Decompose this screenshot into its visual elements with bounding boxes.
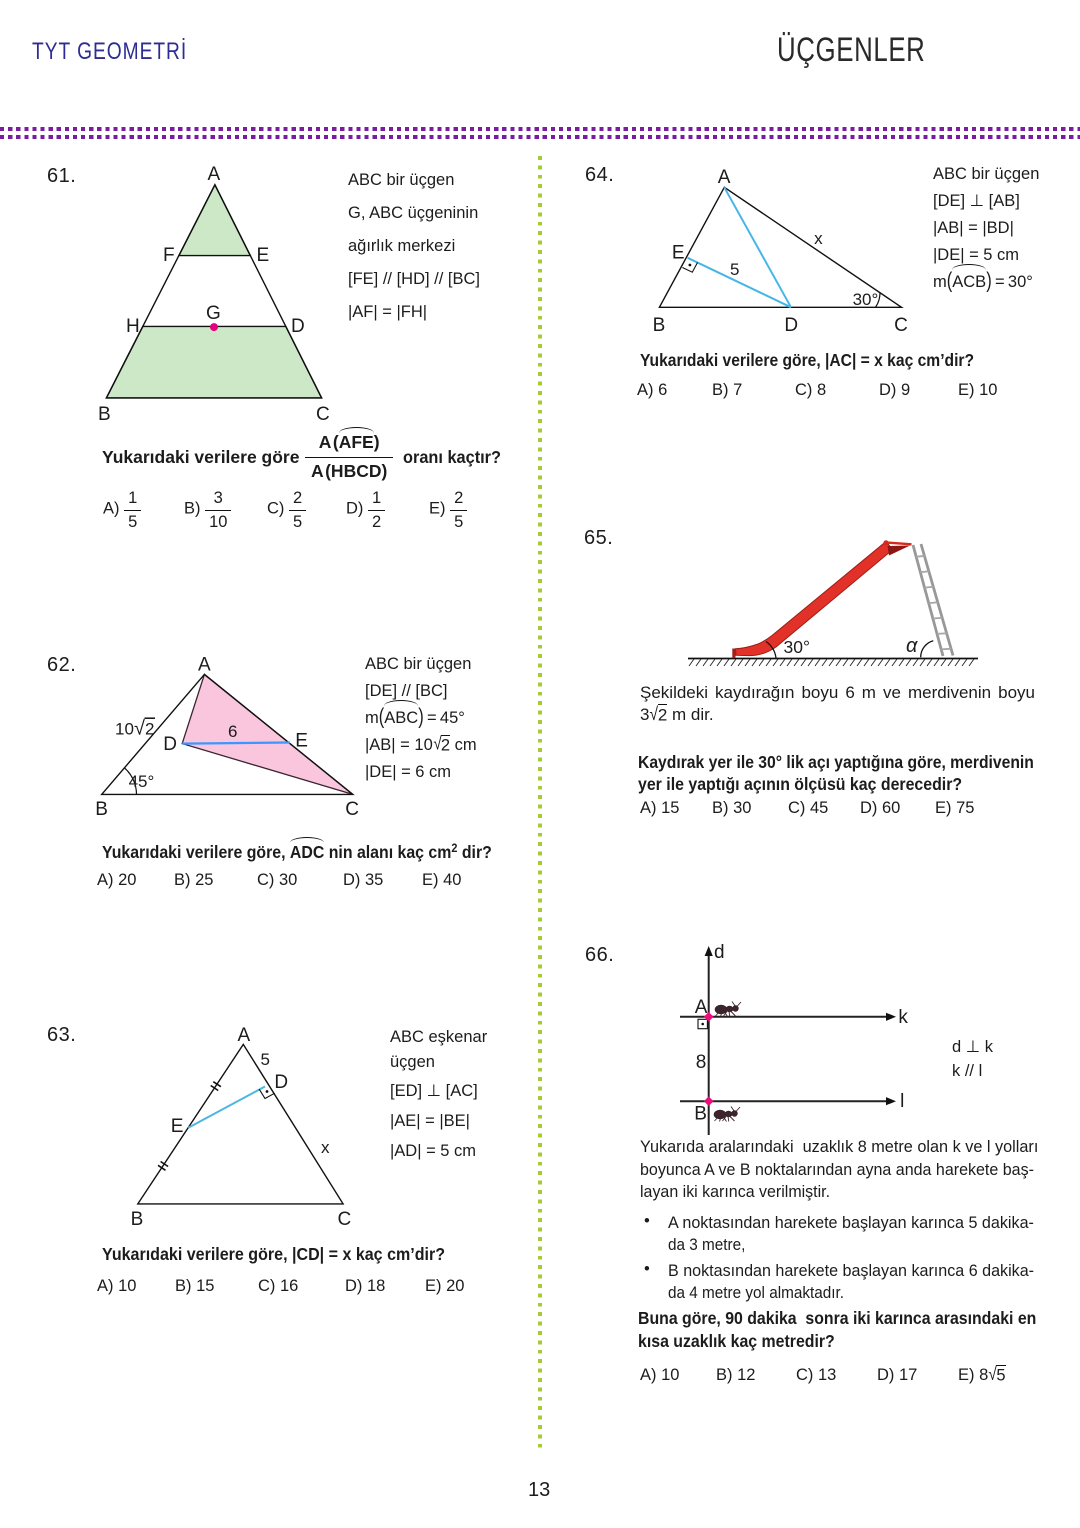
svg-text:E: E — [672, 243, 685, 264]
svg-text:45°: 45° — [129, 772, 155, 791]
svg-text:C: C — [316, 404, 330, 425]
svg-text:F: F — [163, 245, 175, 266]
svg-text:5: 5 — [261, 1050, 270, 1069]
svg-text:x: x — [321, 1138, 330, 1157]
svg-text:C: C — [345, 799, 359, 820]
svg-text:B: B — [95, 799, 108, 820]
svg-text:A: A — [718, 167, 731, 188]
svg-text:B: B — [98, 404, 111, 425]
svg-text:B: B — [653, 315, 666, 336]
svg-text:A: A — [198, 655, 211, 676]
svg-text:√: √ — [134, 717, 145, 739]
svg-text:D: D — [274, 1072, 288, 1093]
svg-text:8: 8 — [696, 1052, 707, 1073]
svg-text:d: d — [714, 942, 725, 963]
svg-text:H: H — [126, 316, 140, 337]
svg-text:B: B — [131, 1209, 144, 1230]
svg-text:B: B — [694, 1104, 707, 1125]
svg-text:D: D — [163, 734, 177, 755]
svg-text:E: E — [295, 731, 308, 752]
svg-text:G: G — [206, 303, 221, 324]
svg-text:A: A — [208, 164, 221, 185]
svg-text:α: α — [906, 635, 918, 657]
svg-text:D: D — [291, 316, 305, 337]
svg-text:C: C — [894, 315, 908, 336]
svg-text:30°: 30° — [853, 290, 879, 309]
svg-text:A: A — [695, 997, 708, 1018]
svg-text:E: E — [257, 245, 270, 266]
svg-text:5: 5 — [730, 260, 739, 279]
svg-text:10: 10 — [115, 719, 134, 738]
svg-text:E: E — [171, 1116, 184, 1137]
svg-text:l: l — [900, 1091, 904, 1112]
svg-text:A: A — [238, 1025, 251, 1046]
svg-text:D: D — [784, 315, 798, 336]
svg-text:C: C — [338, 1209, 352, 1230]
svg-text:6: 6 — [228, 722, 237, 741]
svg-text:2: 2 — [145, 719, 154, 738]
svg-text:k: k — [898, 1007, 908, 1028]
svg-text:x: x — [814, 229, 823, 248]
svg-text:30°: 30° — [784, 637, 810, 657]
